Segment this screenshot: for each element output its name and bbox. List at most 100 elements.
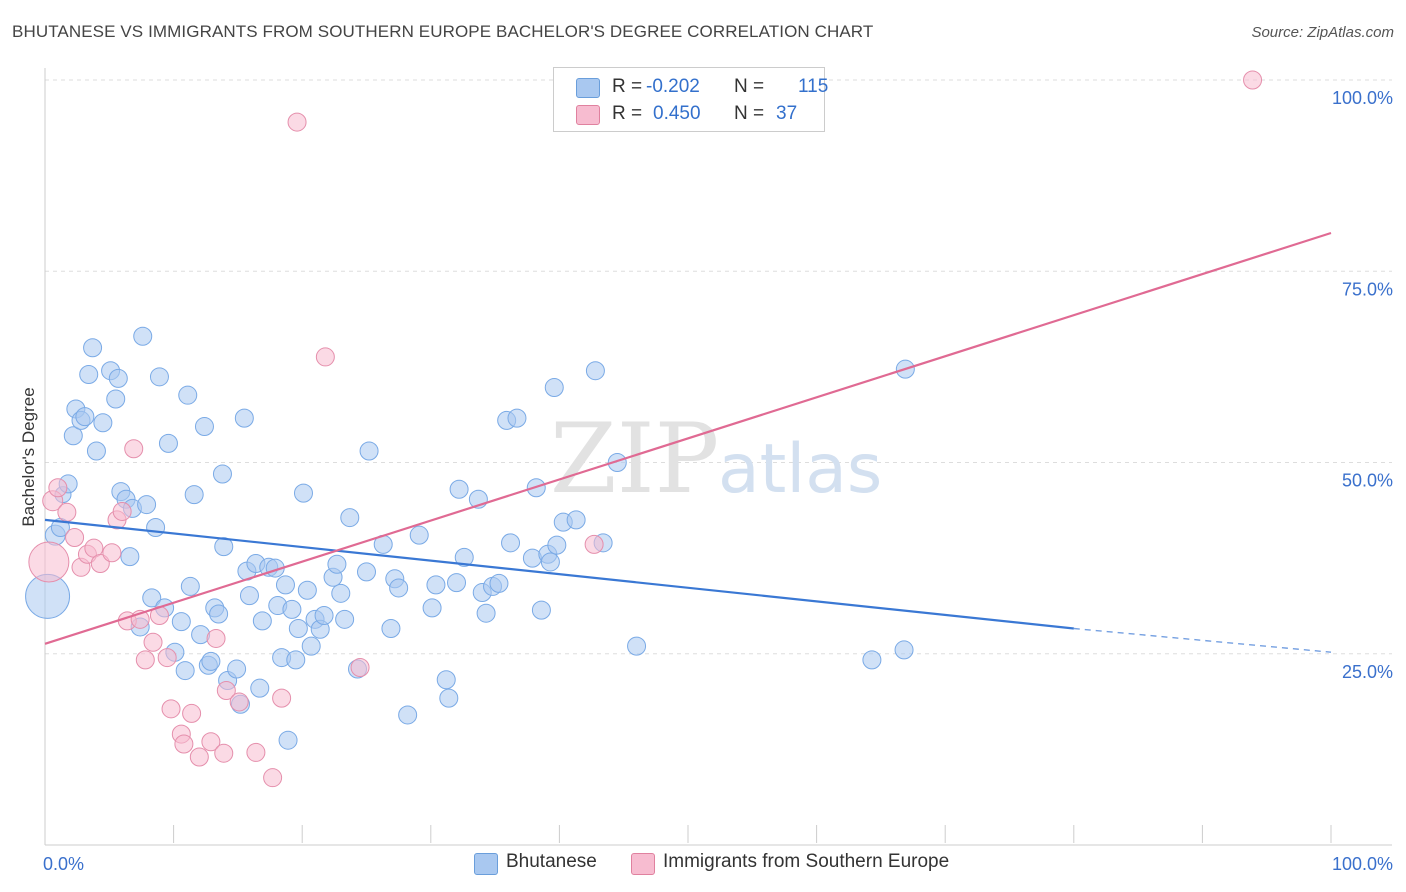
point-southern-europe bbox=[263, 768, 283, 788]
legend-swatch-southern-europe bbox=[576, 105, 600, 125]
legend-r-label: R = bbox=[612, 103, 643, 124]
point-bhutanese bbox=[293, 483, 313, 503]
trend-line-southern-europe bbox=[44, 231, 1332, 645]
point-southern-europe bbox=[584, 534, 604, 554]
scatter-points bbox=[25, 70, 1263, 788]
grid-lines bbox=[45, 79, 1392, 655]
bottom-legend-label-southern-europe: Immigrants from Southern Europe bbox=[663, 851, 950, 872]
watermark-zip: ZIP bbox=[550, 403, 719, 515]
point-bhutanese bbox=[449, 479, 469, 499]
watermark: ZIP atlas bbox=[550, 403, 882, 515]
y-tick-label: 100.0% bbox=[1332, 88, 1393, 108]
point-bhutanese bbox=[194, 417, 214, 437]
point-bhutanese bbox=[439, 688, 459, 708]
point-bhutanese bbox=[158, 433, 178, 453]
point-bhutanese bbox=[288, 619, 308, 639]
point-bhutanese bbox=[314, 606, 334, 625]
point-southern-europe bbox=[287, 112, 307, 132]
point-bhutanese bbox=[120, 547, 140, 567]
point-bhutanese bbox=[476, 603, 496, 623]
point-bhutanese bbox=[327, 554, 347, 574]
point-southern-europe bbox=[182, 703, 202, 723]
point-bhutanese bbox=[566, 510, 586, 530]
point-bhutanese bbox=[180, 576, 200, 596]
point-bhutanese bbox=[86, 441, 106, 461]
point-bhutanese bbox=[137, 495, 157, 515]
point-southern-europe bbox=[246, 742, 266, 762]
point-southern-europe bbox=[161, 699, 181, 719]
y-tick-label: 50.0% bbox=[1342, 471, 1393, 491]
point-bhutanese bbox=[75, 407, 95, 427]
point-bhutanese bbox=[275, 575, 295, 595]
point-bhutanese bbox=[239, 586, 259, 606]
legend-r-value-bhutanese: -0.202 bbox=[646, 76, 700, 97]
legend-n-label: N = bbox=[734, 76, 765, 97]
point-southern-europe bbox=[57, 502, 77, 522]
point-southern-europe bbox=[174, 734, 194, 754]
chart-source: Source: ZipAtlas.com bbox=[1251, 24, 1394, 41]
point-bhutanese bbox=[171, 612, 191, 632]
legend-row-bhutanese: R = -0.202 N = 115 bbox=[554, 74, 828, 102]
point-bhutanese bbox=[894, 640, 914, 660]
point-bhutanese bbox=[359, 441, 379, 461]
trend-lines bbox=[44, 231, 1332, 653]
point-bhutanese bbox=[212, 464, 232, 484]
point-southern-europe bbox=[214, 743, 234, 763]
point-bhutanese bbox=[489, 573, 509, 593]
point-bhutanese bbox=[133, 326, 153, 346]
legend-r-value-southern-europe: 0.450 bbox=[653, 103, 701, 124]
point-southern-europe bbox=[229, 692, 249, 712]
point-bhutanese bbox=[93, 413, 113, 433]
point-southern-europe bbox=[135, 650, 155, 670]
point-bhutanese bbox=[398, 705, 418, 725]
point-bhutanese bbox=[252, 611, 272, 631]
trend-line-bhutanese-extension bbox=[1073, 627, 1332, 653]
point-southern-europe bbox=[1243, 70, 1263, 90]
point-southern-europe bbox=[157, 648, 177, 668]
point-bhutanese bbox=[540, 552, 560, 572]
bottom-legend-swatch-bhutanese bbox=[474, 853, 498, 875]
point-southern-europe bbox=[48, 478, 68, 498]
point-southern-europe bbox=[206, 628, 226, 648]
point-bhutanese bbox=[278, 730, 298, 750]
point-bhutanese bbox=[447, 573, 467, 593]
point-bhutanese bbox=[547, 535, 567, 555]
point-southern-europe bbox=[28, 541, 70, 583]
point-bhutanese bbox=[209, 604, 229, 624]
point-bhutanese bbox=[297, 580, 317, 600]
point-bhutanese bbox=[79, 365, 99, 385]
point-southern-europe bbox=[350, 658, 370, 678]
chart-title: BHUTANESE VS IMMIGRANTS FROM SOUTHERN EU… bbox=[12, 22, 874, 41]
point-bhutanese bbox=[357, 562, 376, 582]
y-tick-label: 25.0% bbox=[1342, 662, 1393, 682]
point-bhutanese bbox=[63, 426, 83, 446]
point-bhutanese bbox=[331, 583, 351, 603]
trend-line-bhutanese bbox=[44, 518, 1074, 630]
point-bhutanese bbox=[381, 619, 401, 639]
point-bhutanese bbox=[146, 518, 166, 538]
point-bhutanese bbox=[201, 651, 221, 671]
point-bhutanese bbox=[422, 598, 442, 618]
axes bbox=[44, 68, 1392, 846]
legend-n-value-bhutanese: 115 bbox=[798, 76, 829, 97]
point-bhutanese bbox=[340, 508, 360, 528]
point-bhutanese bbox=[301, 636, 321, 656]
correlation-legend: R = -0.202 N = 115 R = 0.450 N = 37 bbox=[553, 67, 828, 132]
point-bhutanese bbox=[409, 525, 429, 545]
point-bhutanese bbox=[178, 385, 198, 405]
point-bhutanese bbox=[585, 361, 605, 381]
point-bhutanese bbox=[436, 670, 456, 690]
legend-row-southern-europe: R = 0.450 N = 37 bbox=[554, 101, 824, 129]
point-bhutanese bbox=[335, 609, 355, 629]
x-tick-label: 0.0% bbox=[43, 854, 84, 874]
x-tick-label: 100.0% bbox=[1332, 854, 1393, 874]
bottom-legend-label-bhutanese: Bhutanese bbox=[506, 851, 597, 872]
legend-n-value-southern-europe: 37 bbox=[776, 103, 798, 124]
point-bhutanese bbox=[501, 533, 521, 553]
legend-r-label: R = bbox=[612, 76, 643, 97]
point-southern-europe bbox=[189, 747, 209, 767]
point-bhutanese bbox=[862, 650, 882, 670]
point-southern-europe bbox=[102, 543, 122, 563]
point-bhutanese bbox=[627, 636, 647, 656]
bottom-legend-swatch-southern-europe bbox=[631, 853, 655, 875]
